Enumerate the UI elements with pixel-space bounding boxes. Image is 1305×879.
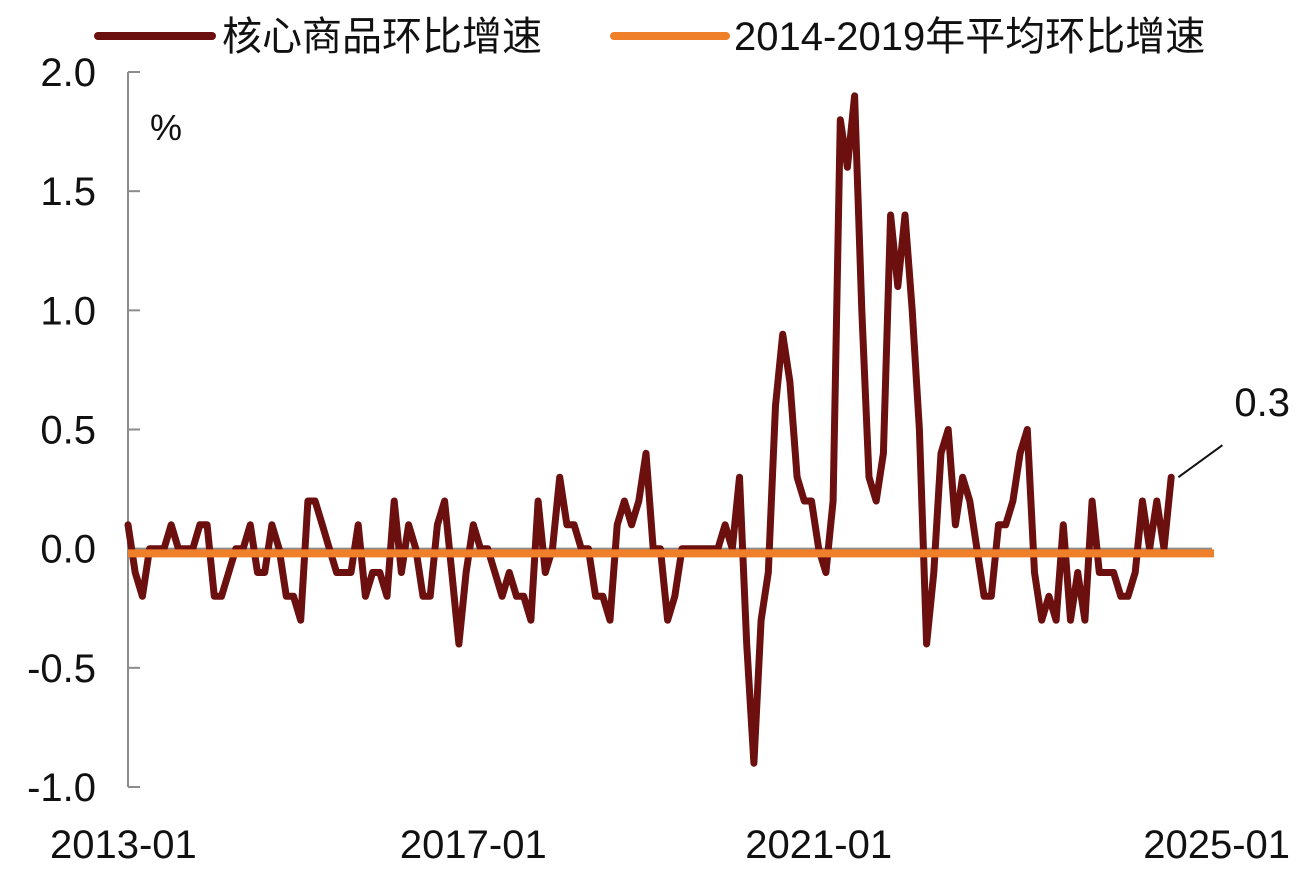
annotation-label: 0.3	[1234, 381, 1290, 425]
annotation-layer: 0.3	[1177, 381, 1290, 478]
y-tick-label: 2.0	[40, 51, 96, 95]
y-tick-label: -1.0	[27, 766, 96, 810]
unit-label: %	[150, 107, 182, 148]
x-tick-label: 2025-01	[1143, 823, 1290, 867]
y-tick-label: 0.0	[40, 528, 96, 572]
axes	[127, 71, 1212, 788]
annotation-leader-line	[1177, 444, 1223, 478]
legend-label-core-goods: 核心商品环比增速	[222, 15, 542, 59]
x-tick-labels: 2013-01 2017-01 2021-01 2025-01	[50, 823, 1290, 867]
series-layer	[124, 92, 1214, 767]
y-tick-label: 1.5	[40, 170, 96, 214]
y-tick-label: -0.5	[27, 647, 96, 691]
legend: 核心商品环比增速 2014-2019年平均环比增速	[94, 15, 1205, 59]
x-tick-label: 2013-01	[50, 823, 197, 867]
series-line-core-goods	[124, 92, 1175, 767]
y-tick-label: 0.5	[40, 409, 96, 453]
y-tick-labels: 2.0 1.5 1.0 0.5 0.0 -0.5 -1.0	[27, 51, 96, 810]
x-tick-label: 2021-01	[745, 823, 892, 867]
x-tick-label: 2017-01	[400, 823, 547, 867]
legend-label-average: 2014-2019年平均环比增速	[734, 15, 1205, 59]
y-tick-label: 1.0	[40, 289, 96, 333]
